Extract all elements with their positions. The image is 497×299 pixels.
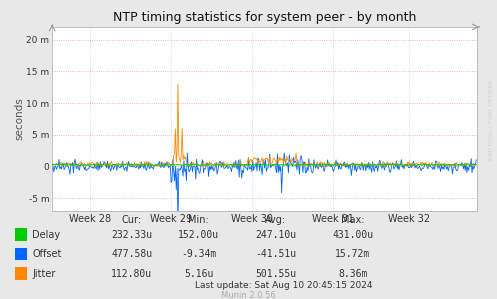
Text: 477.58u: 477.58u (111, 249, 152, 259)
Text: Max:: Max: (341, 215, 365, 225)
Text: Last update: Sat Aug 10 20:45:15 2024: Last update: Sat Aug 10 20:45:15 2024 (194, 281, 372, 290)
Text: Min:: Min: (188, 215, 209, 225)
Text: -9.34m: -9.34m (181, 249, 216, 259)
Text: 501.55u: 501.55u (255, 269, 296, 279)
Y-axis label: seconds: seconds (15, 97, 25, 140)
Text: 232.33u: 232.33u (111, 230, 152, 240)
Text: RRDTOOL / TOBI OETIKER: RRDTOOL / TOBI OETIKER (489, 79, 494, 160)
Text: Munin 2.0.56: Munin 2.0.56 (221, 291, 276, 299)
Text: 152.00u: 152.00u (178, 230, 219, 240)
Text: Jitter: Jitter (32, 269, 56, 279)
Text: 247.10u: 247.10u (255, 230, 296, 240)
Title: NTP timing statistics for system peer - by month: NTP timing statistics for system peer - … (113, 11, 416, 24)
Text: 431.00u: 431.00u (332, 230, 373, 240)
Text: -41.51u: -41.51u (255, 249, 296, 259)
Text: 8.36m: 8.36m (338, 269, 368, 279)
Text: 112.80u: 112.80u (111, 269, 152, 279)
Text: Cur:: Cur: (122, 215, 142, 225)
Text: Delay: Delay (32, 230, 61, 240)
Text: 15.72m: 15.72m (335, 249, 370, 259)
Text: 5.16u: 5.16u (184, 269, 214, 279)
Text: Avg:: Avg: (265, 215, 286, 225)
Text: Offset: Offset (32, 249, 62, 259)
